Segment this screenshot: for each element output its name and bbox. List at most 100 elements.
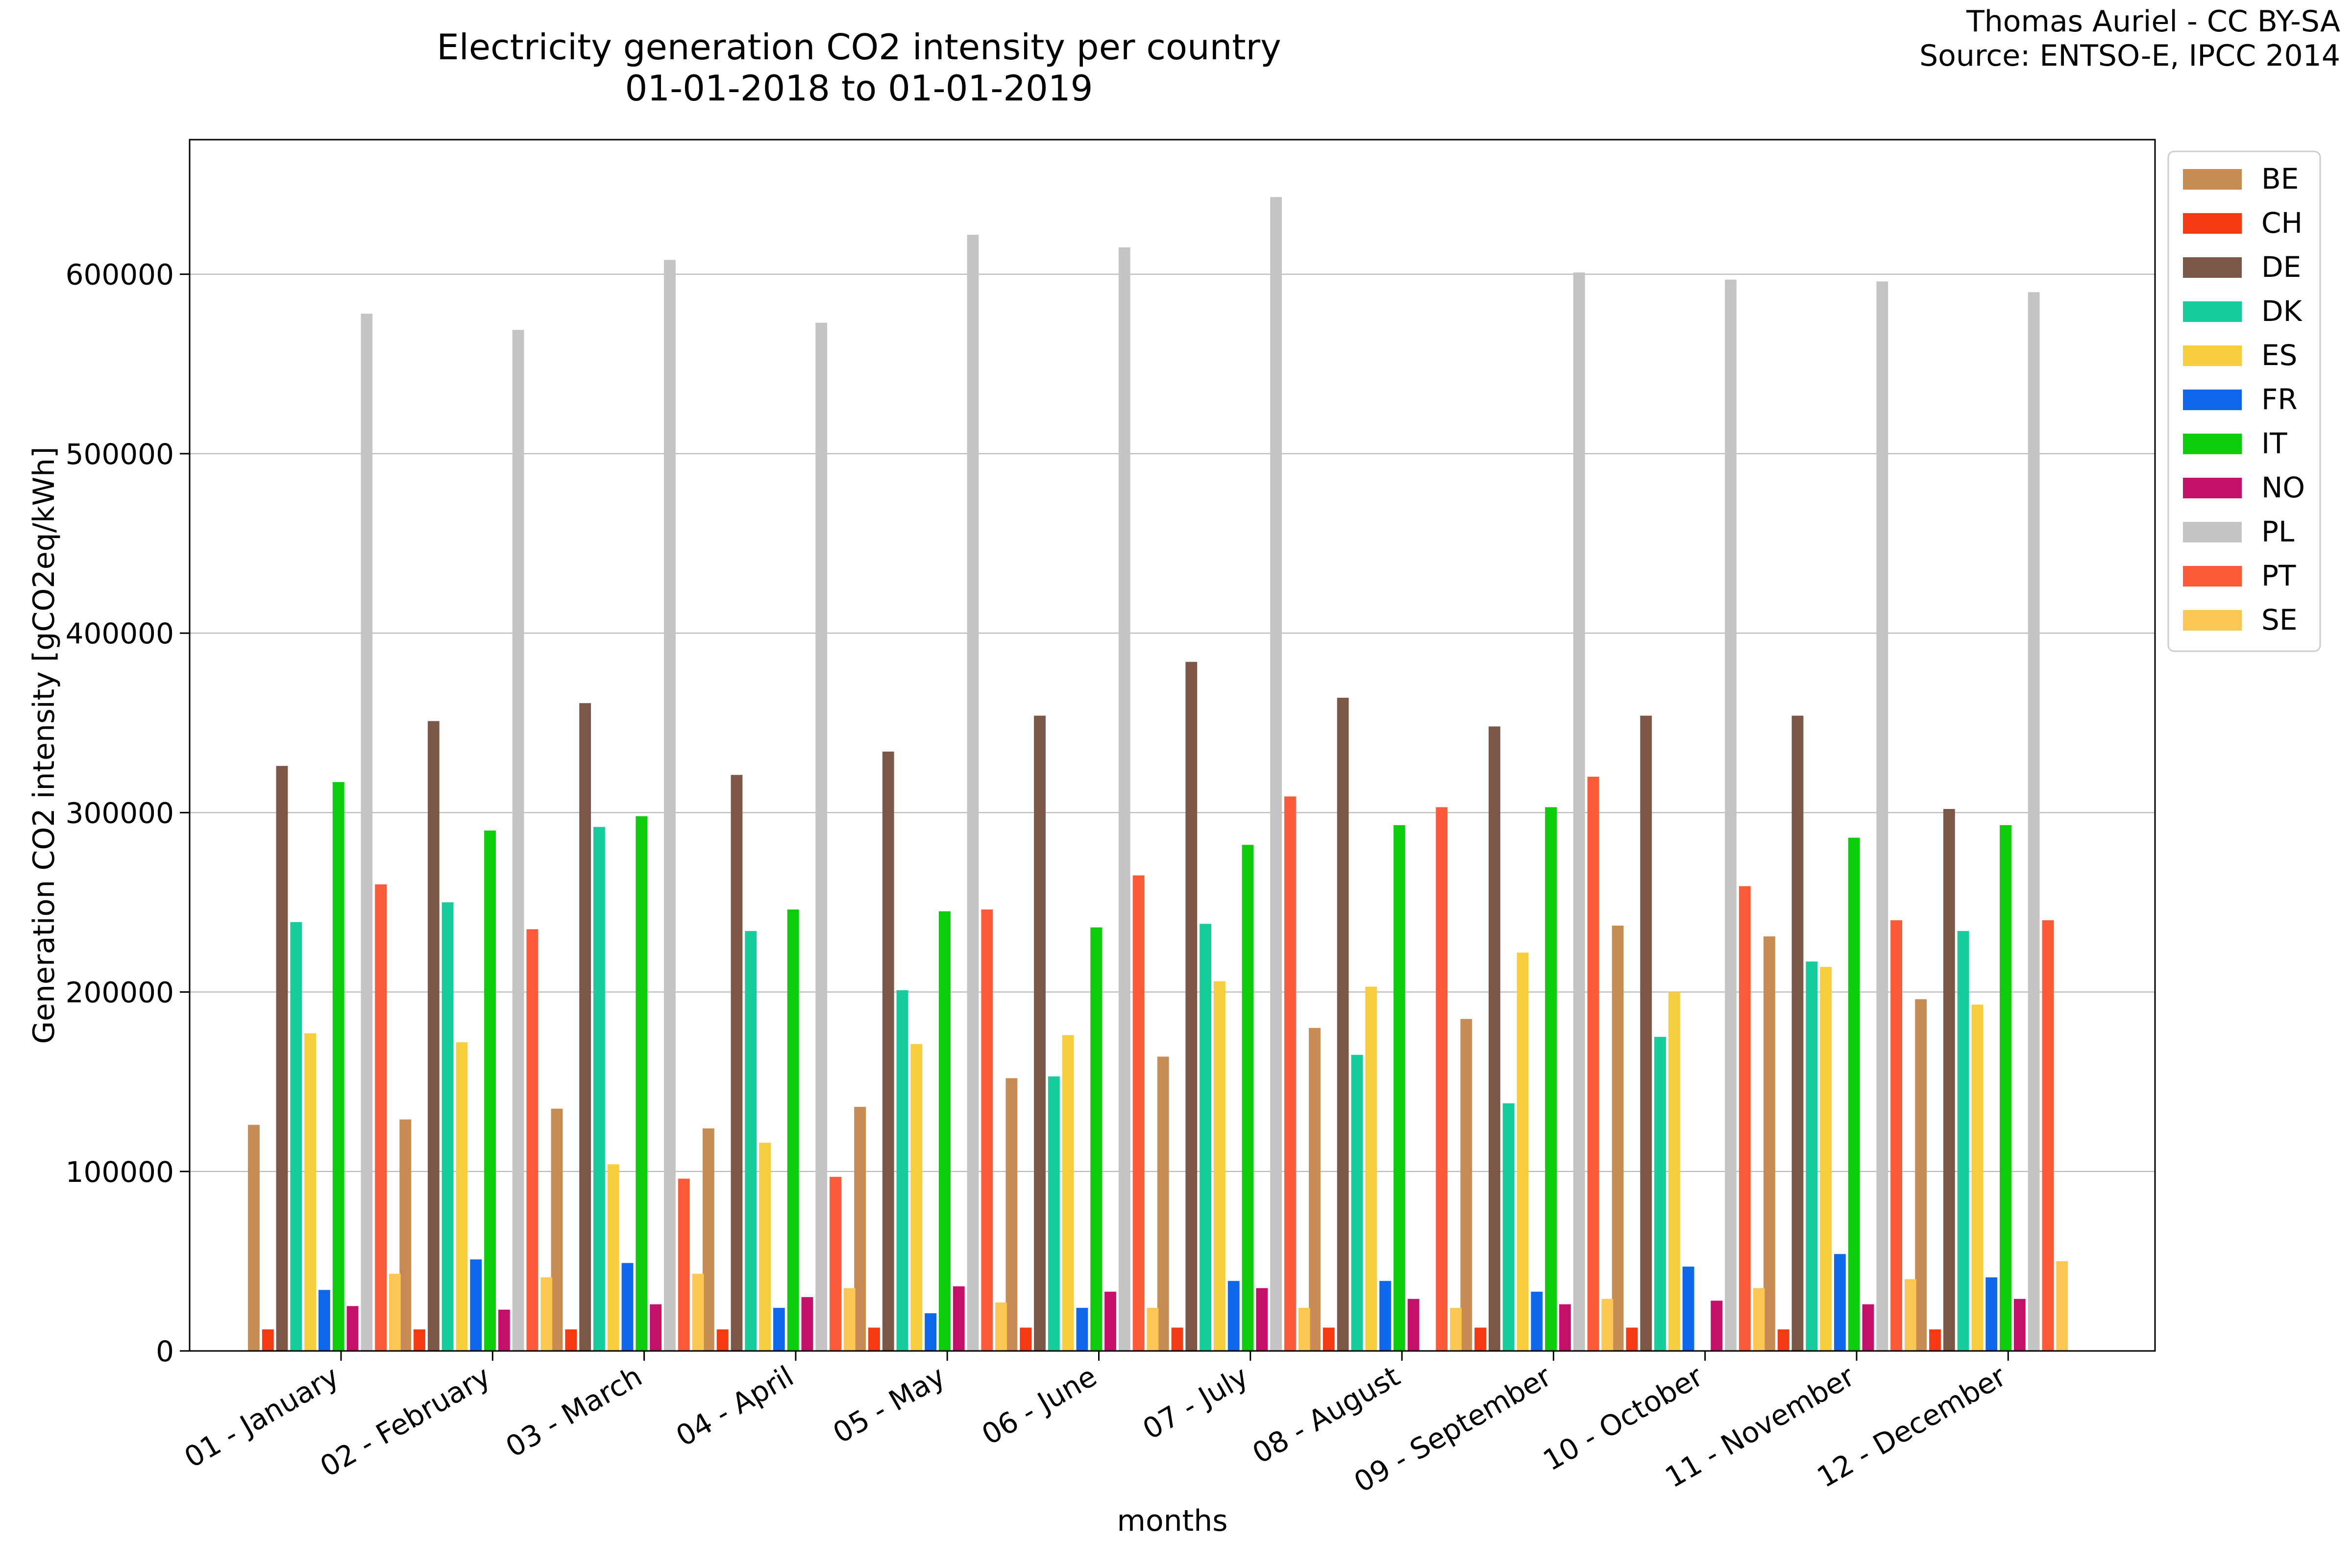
bar-de [1034,715,1046,1351]
bar-fr [621,1263,634,1351]
bar-se [995,1302,1007,1351]
bar-es [456,1042,468,1351]
bar-de [1185,662,1198,1351]
bar-pt [1739,886,1751,1351]
bar-pl [1118,247,1130,1351]
legend-swatch-be [2183,169,2242,190]
bar-no [1862,1304,1874,1351]
legend-swatch-no [2183,478,2242,498]
legend-label: ES [2261,339,2297,372]
bar-fr [1531,1292,1543,1351]
bar-pt [678,1178,690,1351]
bar-no [1559,1304,1571,1351]
bar-no [1407,1298,1420,1351]
bar-se [1905,1279,1916,1351]
bar-dk [441,902,454,1351]
legend-swatch-it [2183,434,2242,454]
bar-ch [262,1329,274,1351]
bar-se [1298,1308,1310,1351]
y-tick-label: 300000 [66,796,174,830]
bar-ch [1171,1327,1183,1351]
bar-es [1820,967,1832,1351]
bar-ch [1323,1327,1335,1351]
bar-fr [470,1259,482,1351]
bar-fr [1379,1281,1391,1351]
bar-se [540,1277,553,1351]
bar-ch [1626,1327,1638,1351]
bar-de [731,775,743,1351]
bar-it [939,911,951,1351]
bar-be [1157,1056,1169,1351]
bar-dk [1654,1037,1666,1351]
bar-fr [1682,1266,1694,1351]
bar-no [2013,1298,2026,1351]
bar-it [787,909,799,1351]
bar-es [607,1164,619,1351]
legend-swatch-se [2183,610,2242,631]
bar-fr [318,1290,330,1351]
bar-se [389,1274,401,1351]
bar-pt [830,1176,841,1351]
bar-dk [1200,924,1211,1351]
bar-it [332,782,344,1351]
bar-fr [1076,1308,1088,1351]
legend-label: SE [2261,603,2297,637]
bar-be [1005,1078,1018,1351]
y-tick-label: 500000 [66,438,174,471]
y-tick-label: 600000 [66,258,174,292]
bar-dk [593,827,605,1351]
bar-be [1764,936,1775,1351]
bar-es [1214,981,1225,1351]
bar-fr [1834,1254,1846,1351]
bar-ch [1929,1329,1941,1351]
bar-dk [1806,961,1818,1351]
bar-ch [565,1329,577,1351]
bar-dk [745,931,757,1351]
bar-pl [1573,272,1585,1351]
bar-it [2000,825,2011,1351]
bar-se [1601,1298,1614,1351]
bar-de [882,751,894,1351]
bar-fr [1985,1277,1998,1351]
legend-swatch-pt [2183,566,2242,587]
y-tick-label: 400000 [66,617,174,650]
bar-de [276,766,288,1351]
legend-swatch-de [2183,257,2242,278]
bar-dk [1351,1054,1363,1351]
bar-se [1450,1308,1462,1351]
author-credit: Thomas Auriel - CC BY-SA [1966,4,2340,39]
legend-swatch-fr [2183,390,2242,410]
x-tick-label: 05 - May [827,1359,951,1450]
legend-swatch-ch [2183,213,2242,234]
bar-pl [2028,292,2040,1351]
x-tick-label: 06 - June [976,1359,1102,1451]
plot-frame [189,139,2156,1352]
bar-dk [1502,1103,1515,1351]
bar-es [759,1143,771,1351]
bar-fr [925,1313,936,1351]
bar-be [551,1108,563,1351]
bar-pt [1890,920,1902,1351]
bar-de [1337,697,1349,1351]
chart-title: Electricity generation CO2 intensity per… [437,26,1281,68]
legend-label: PT [2261,559,2296,592]
bar-pl [1876,281,1888,1351]
bar-it [1090,927,1102,1351]
bar-be [854,1106,866,1351]
bar-it [1545,807,1557,1351]
bar-no [953,1286,965,1351]
legend-label: DK [2261,294,2303,328]
x-tick-label: 04 - April [670,1359,799,1453]
bar-no [498,1309,510,1351]
legend-label: NO [2261,471,2305,504]
x-axis-label: months [1117,1504,1228,1538]
bar-ch [868,1327,880,1351]
bar-pt [1587,777,1599,1351]
bar-it [1242,845,1254,1351]
y-tick-label: 0 [156,1335,174,1368]
bar-de [1943,809,1955,1351]
legend: BE CH DE DK ES FR IT NO PL PT SE [2167,150,2321,652]
bars [248,197,2068,1351]
legend-label: PL [2261,515,2294,548]
